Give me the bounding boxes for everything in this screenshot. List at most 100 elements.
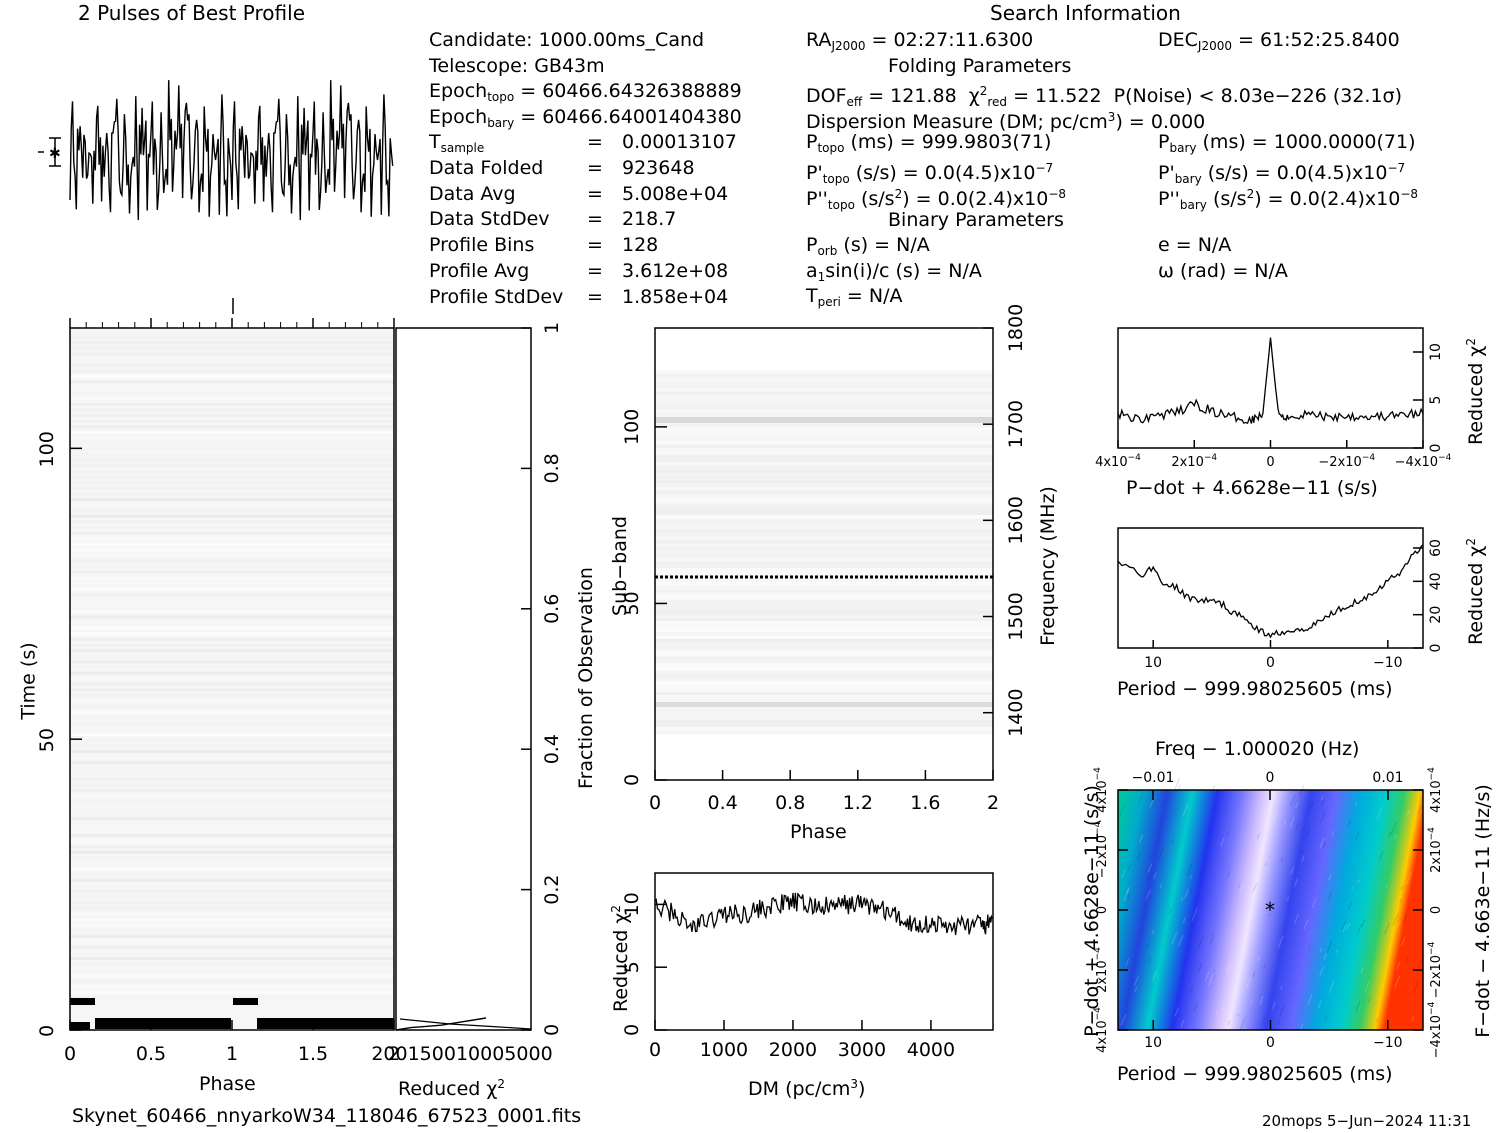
pp-texture (1276, 1019, 1281, 1026)
svp-x-tick-label: 1.6 (910, 792, 940, 814)
subband-row (655, 596, 993, 600)
subband-row (655, 589, 993, 593)
pp-texture (1245, 976, 1252, 990)
subband-row (655, 571, 993, 576)
pp-texture (1406, 809, 1410, 816)
pp-texture (1182, 916, 1187, 924)
per-y-tick-label: 0 (1428, 644, 1444, 653)
rct-xlabel: Reduced χ2 (398, 1077, 505, 1100)
pp-texture (1119, 805, 1125, 817)
rct-right-tick-label: 0.6 (541, 594, 563, 624)
tvp-y-tick-label: 0 (36, 1025, 58, 1037)
time-row (70, 363, 394, 367)
pp-texture (1159, 884, 1163, 889)
pp-texture (1127, 893, 1131, 900)
svp-x-tick-label: 0.4 (707, 792, 737, 814)
pp-texture (1280, 985, 1283, 990)
pp-texture (1184, 888, 1190, 899)
svp-x-tick-label: 0 (649, 792, 661, 814)
pdtopo-line: P'topo (s/s) = 0.0(4.5)x10−7 (806, 161, 1054, 186)
info-row-label: Profile Avg (429, 259, 530, 282)
pp-x-tick-label: 10 (1144, 1035, 1162, 1051)
dm-xlabel: DM (pc/cm3) (748, 1077, 866, 1100)
pd-x-tick-label: 4x10−4 (1095, 453, 1141, 470)
pp-texture (1308, 802, 1314, 812)
dm-y-tick-label: 0 (621, 1024, 643, 1036)
subband-row (655, 698, 993, 703)
pp-texture (1136, 853, 1141, 861)
time-row (70, 542, 394, 546)
subband-row (655, 716, 993, 720)
time-row (70, 688, 394, 692)
chi2-time-plot: 200150010005000 0 0.2 0.4 0.6 0.8 1 (371, 322, 563, 1065)
subband-row (655, 561, 993, 565)
time-row (70, 593, 394, 597)
time-row (70, 828, 394, 832)
pp-texture (1311, 898, 1317, 909)
time-row (70, 806, 394, 809)
time-row (70, 822, 394, 826)
dm-x-tick-label: 2000 (769, 1039, 817, 1061)
pp-texture (1148, 956, 1152, 963)
time-row (70, 548, 394, 552)
profile-title: 2 Pulses of Best Profile (78, 1, 305, 25)
footer-filename: Skynet_60466_nnyarkoW34_118046_67523_000… (72, 1105, 582, 1127)
time-row (70, 862, 394, 865)
pp-texture (1249, 999, 1253, 1006)
pd-y-tick-label: 0 (1428, 444, 1444, 453)
subband-row (655, 656, 993, 660)
pp-texture (1326, 940, 1333, 954)
pp-texture (1307, 994, 1313, 1005)
pp-right-tick-label: −4x10−4 (1427, 1001, 1444, 1058)
subband-row (655, 518, 993, 523)
pp-texture (1125, 958, 1130, 967)
subband-row (655, 712, 993, 717)
subband-row (655, 529, 993, 533)
pd-ylabel: Reduced χ2 (1464, 338, 1487, 445)
pp-texture (1139, 834, 1144, 844)
subband-row (655, 469, 993, 473)
time-row (70, 716, 394, 720)
pp-texture (1151, 930, 1155, 935)
pp-texture (1331, 830, 1334, 836)
subband-row (655, 522, 993, 526)
time-row (70, 789, 394, 793)
subband-row (655, 564, 993, 569)
subband-row (655, 451, 993, 456)
time-row (70, 554, 394, 557)
dm-x-tick-label: 1000 (700, 1039, 748, 1061)
tvp-x-tick-label: 1.5 (298, 1043, 328, 1065)
pp-texture (1157, 848, 1164, 861)
time-row (70, 481, 394, 485)
omega-line: ω (rad) = N/A (1158, 260, 1288, 282)
pp-texture (1239, 1017, 1246, 1031)
subband-row (655, 448, 993, 452)
pddbary-line: P''bary (s/s2) = 0.0(2.4)x10−8 (1158, 187, 1419, 212)
info-row-label: Profile StdDev (429, 285, 564, 308)
time-row (70, 839, 394, 843)
pp-texture (1320, 809, 1326, 823)
pp-texture (1376, 806, 1383, 820)
time-row (70, 867, 394, 871)
pp-texture (1402, 913, 1408, 925)
per-xlabel: Period − 999.98025605 (ms) (1117, 678, 1393, 700)
subband-row (655, 617, 993, 622)
subband-row (655, 391, 993, 396)
subband-row (655, 568, 993, 572)
subband-row (655, 465, 993, 470)
pp-texture (1171, 931, 1178, 945)
ra-line: RAJ2000 = 02:27:11.6300 (806, 29, 1034, 53)
pp-texture (1182, 803, 1189, 817)
pp-texture (1235, 921, 1238, 926)
pp-texture (1177, 784, 1181, 791)
tperi-line: Tperi = N/A (806, 285, 903, 309)
time-row (70, 430, 394, 434)
subband-row (655, 412, 993, 417)
pp-texture (1320, 799, 1325, 808)
pp-texture (1280, 857, 1284, 863)
pp-texture (1226, 870, 1231, 878)
pp-xlabel: Period − 999.98025605 (ms) (1117, 1063, 1393, 1085)
subband-row-highlight (655, 417, 993, 423)
pp-texture (1342, 924, 1347, 932)
subband-row (655, 681, 993, 685)
